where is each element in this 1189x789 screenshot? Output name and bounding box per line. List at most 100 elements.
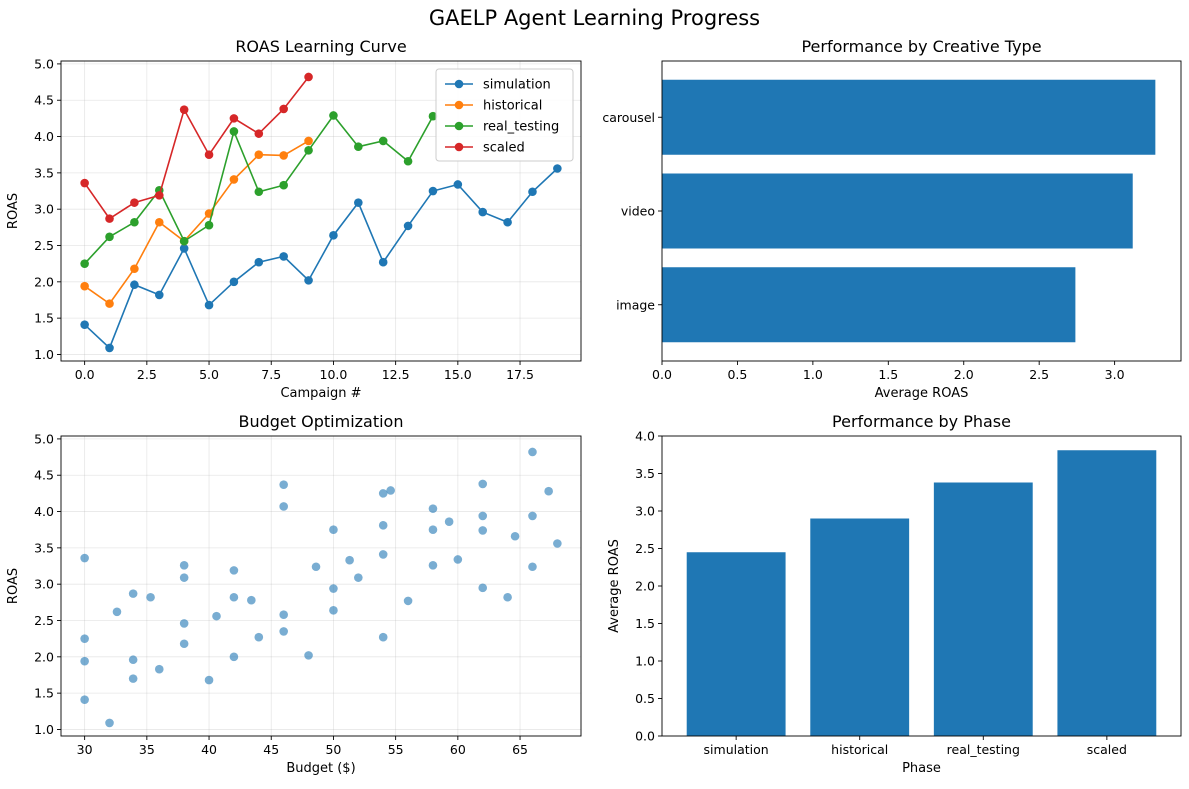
data-point-simulation [80, 320, 89, 329]
x-tick-label: 3.0 [1105, 367, 1125, 382]
data-point-simulation [553, 164, 562, 173]
series-line-historical [84, 140, 309, 305]
x-tick-label: 17.5 [506, 367, 534, 382]
series-scaled [80, 72, 313, 223]
y-tick-label: 4.5 [34, 468, 54, 483]
scatter-point [478, 526, 488, 535]
y-tick-label: carousel [602, 110, 655, 125]
data-point-simulation [304, 276, 313, 285]
data-point-real_testing [428, 111, 438, 121]
scatter-point [279, 480, 288, 489]
data-point-simulation [105, 343, 114, 353]
legend-marker-simulation [454, 79, 464, 89]
series-line-scaled [83, 76, 310, 220]
scatter-point [378, 632, 388, 642]
data-point-simulation [528, 187, 537, 197]
scatter-point [212, 611, 221, 621]
scatter-point [478, 479, 488, 489]
legend-marker-real_testing [454, 121, 464, 131]
x-tick-label: 0.5 [727, 367, 747, 382]
data-point-scaled [80, 178, 89, 188]
scatter-point [329, 584, 338, 593]
y-tick-label: 1.0 [635, 654, 655, 669]
y-tick-label: 1.5 [34, 311, 54, 326]
y-tick-label: 2.0 [34, 274, 54, 289]
data-point-simulation [329, 231, 338, 240]
scatter-point [80, 695, 89, 704]
y-axis-label: Average ROAS [607, 539, 622, 633]
scatter-point [80, 553, 89, 563]
scatter-point [378, 521, 388, 530]
data-point-real_testing [105, 232, 114, 242]
scatter-point [311, 562, 321, 572]
y-tick-label: 2.0 [635, 579, 655, 594]
scatter-point [128, 655, 138, 665]
scatter-point [279, 627, 288, 636]
x-tick-label: 10.0 [320, 367, 348, 382]
x-tick-label: 65 [512, 742, 528, 757]
panel-budget-optimization: 30 35 40 45 50 55 60 65 1.0 1.5 2.0 2.5 3.0 3.5 4.0 4.5… [6, 412, 582, 776]
data-point-simulation [179, 244, 189, 253]
data-point-scaled [204, 150, 214, 160]
data-point-historical [154, 217, 164, 227]
data-point-simulation [453, 180, 463, 189]
scatter-point [528, 562, 537, 572]
scatter-point [146, 592, 155, 602]
x-tick-label: 0.0 [75, 367, 95, 382]
y-tick-label: 3.0 [635, 504, 655, 519]
scatter-point [179, 573, 189, 582]
data-point-scaled [229, 114, 239, 123]
y-axis-label: ROAS [6, 568, 21, 604]
scatter-point [444, 517, 454, 527]
scatter-point [179, 639, 189, 649]
series-real_testing [80, 111, 438, 268]
scatter-point [204, 675, 214, 685]
panel-roas-learning-curve: 0.0 2.5 5.0 7.5 10.0 12.5 15.0 17.5 1.0 1.5 2.0 2.5… [6, 37, 582, 401]
data-point-real_testing [378, 136, 388, 146]
scatter-point [345, 555, 354, 565]
data-point-scaled [304, 72, 313, 82]
bar-carousel [662, 79, 1156, 155]
y-tick-label: 0.5 [635, 691, 655, 706]
scatter-point [112, 607, 122, 617]
scatter-point [179, 560, 189, 570]
scatter-point [478, 583, 488, 593]
scatter-point [378, 489, 388, 498]
x-tick-label: 45 [263, 742, 279, 757]
data-point-simulation [378, 257, 388, 267]
y-tick-label: 4.0 [34, 504, 54, 519]
bar-scaled [1057, 450, 1157, 736]
scatter-point [128, 674, 138, 683]
y-tick-label: 1.5 [34, 686, 54, 701]
data-point-real_testing [80, 259, 89, 268]
x-tick-label: 35 [139, 742, 155, 757]
legend-label-scaled: scaled [483, 141, 525, 156]
scatter-point [128, 589, 138, 598]
legend-marker-historical [454, 100, 464, 110]
x-axis-label: Campaign # [280, 386, 361, 401]
y-tick-label: 3.5 [34, 165, 54, 180]
data-point-historical [279, 151, 288, 160]
scatter-point [503, 592, 512, 602]
data-point-historical [105, 299, 114, 308]
scatter-point [553, 539, 562, 548]
scatter-point [510, 531, 520, 541]
y-tick-label: 3.5 [635, 466, 655, 481]
y-tick-label: 3.5 [34, 540, 54, 555]
scatter-point [229, 592, 239, 602]
legend-label-historical: historical [483, 99, 542, 114]
scatter-point [279, 502, 288, 511]
data-point-real_testing [229, 127, 239, 136]
y-tick-label: 2.5 [635, 541, 655, 556]
bar-historical [810, 518, 910, 736]
data-point-simulation [428, 186, 438, 196]
scatter-point [247, 595, 256, 605]
panel-title: Budget Optimization [239, 412, 404, 431]
y-tick-label: 4.5 [34, 93, 54, 108]
data-point-real_testing [130, 217, 139, 227]
y-tick-label: 5.0 [34, 56, 54, 71]
data-point-simulation [478, 207, 488, 217]
data-point-real_testing [254, 187, 264, 197]
panel-title: Performance by Phase [832, 412, 1011, 431]
